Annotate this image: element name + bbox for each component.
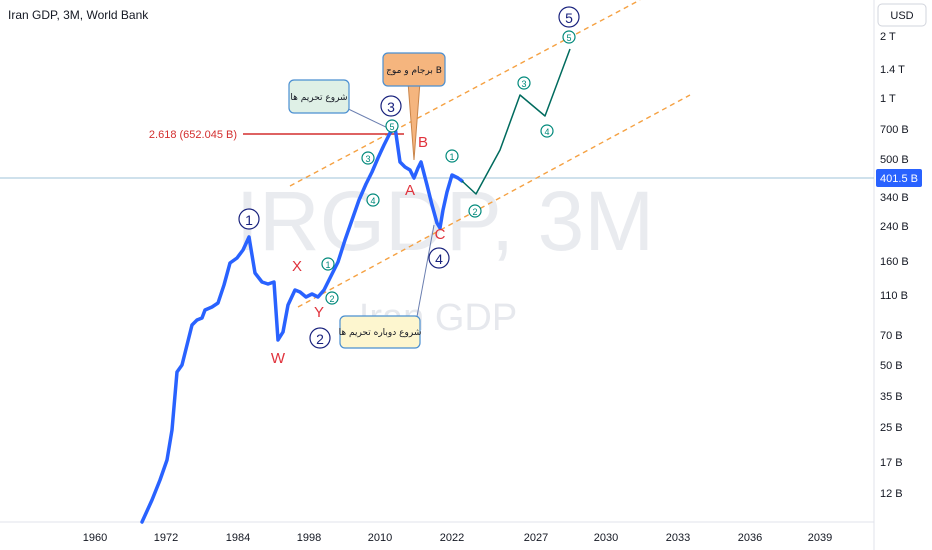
time-axis-tick: 1972 <box>154 532 178 544</box>
currency-button-label: USD <box>890 10 913 22</box>
wave-minor-5a-text: 5 <box>389 122 394 132</box>
price-axis-tick: 17 B <box>880 457 903 469</box>
price-axis-tick: 340 B <box>880 192 909 204</box>
callout-jcpoa-text: برجام و موج B <box>386 66 442 76</box>
time-axis-tick: 1984 <box>226 532 250 544</box>
last-price-value: 401.5 B <box>880 173 918 185</box>
callout-sanctions-restart[interactable]: شروع دوباره تحریم ها <box>339 315 422 349</box>
price-axis-tick: 240 B <box>880 221 909 233</box>
wave-letter-a: A <box>405 182 415 199</box>
wave-labels: 1 2 3 4 5 1 2 3 4 5 1 2 3 4 5 W X Y A B C <box>238 6 580 367</box>
wave-major-4: 4 <box>428 247 450 269</box>
wave-letter-b: B <box>418 134 428 151</box>
wave-minor-2b: 2 <box>468 204 482 218</box>
wave-minor-4a-text: 4 <box>370 196 375 206</box>
time-axis-tick: 2033 <box>666 532 690 544</box>
wave-minor-1b: 1 <box>445 149 459 163</box>
wave-major-4-text: 4 <box>435 251 443 267</box>
wave-letter-w: W <box>271 350 286 367</box>
channel-upper-line <box>289 0 641 187</box>
price-axis-tick: 70 B <box>880 330 903 342</box>
wave-minor-4a: 4 <box>366 193 380 207</box>
wave-major-2: 2 <box>309 327 331 349</box>
wave-minor-3b-text: 3 <box>521 79 526 89</box>
wave-minor-1a-text: 1 <box>325 260 330 270</box>
time-axis[interactable]: 1960 1972 1984 1998 2010 2022 2027 2030 2033 2036… <box>83 532 832 544</box>
time-axis-tick: 1960 <box>83 532 107 544</box>
time-axis-tick: 2022 <box>440 532 464 544</box>
price-axis-tick: 160 B <box>880 256 909 268</box>
time-axis-tick: 2036 <box>738 532 762 544</box>
price-axis-tick: 500 B <box>880 154 909 166</box>
time-axis-tick: 2010 <box>368 532 392 544</box>
callout-jcpoa[interactable]: برجام و موج B <box>382 52 446 87</box>
wave-minor-2a-text: 2 <box>329 294 334 304</box>
wave-major-5: 5 <box>558 6 580 28</box>
wave-major-1-text: 1 <box>245 212 253 228</box>
wave-minor-2b-text: 2 <box>472 207 477 217</box>
wave-minor-5b-text: 5 <box>566 33 571 43</box>
price-axis-tick: 1 T <box>880 93 896 105</box>
projection-line <box>461 48 571 195</box>
wave-minor-4b: 4 <box>540 124 554 138</box>
time-axis-tick: 1998 <box>297 532 321 544</box>
time-axis-tick: 2039 <box>808 532 832 544</box>
wave-letter-y: Y <box>314 304 324 321</box>
wave-minor-5a: 5 <box>385 119 399 133</box>
price-axis-tick: 35 B <box>880 391 903 403</box>
callout-pointer-resanctions <box>415 224 435 323</box>
wave-minor-3a: 3 <box>361 151 375 165</box>
callout-sanctions-restart-text: شروع دوباره تحریم ها <box>339 328 422 338</box>
price-axis-tick: 25 B <box>880 422 903 434</box>
wave-major-5-text: 5 <box>565 10 573 26</box>
wave-minor-1a: 1 <box>321 257 335 271</box>
currency-button[interactable]: USD <box>877 3 927 27</box>
price-axis-tick: 12 B <box>880 488 903 500</box>
wave-major-1: 1 <box>238 208 260 230</box>
price-axis[interactable]: 2 T 1.4 T 1 T 700 B 500 B 340 B 240 B 160 B 110 … <box>880 31 909 500</box>
wave-minor-5b: 5 <box>562 30 576 44</box>
wave-letter-x: X <box>292 258 302 275</box>
wave-major-3-text: 3 <box>387 99 395 115</box>
price-axis-tick: 110 B <box>880 290 908 302</box>
price-axis-tick: 700 B <box>880 124 909 136</box>
callout-sanctions-start[interactable]: شروع تحریم ها <box>288 79 350 114</box>
wave-letter-c: C <box>435 226 446 243</box>
fib-extension-label: 2.618 (652.045 B) <box>149 129 237 141</box>
wave-minor-1b-text: 1 <box>449 152 454 162</box>
time-axis-tick: 2027 <box>524 532 548 544</box>
price-axis-tick: 2 T <box>880 31 896 43</box>
wave-minor-3b: 3 <box>517 76 531 90</box>
wave-major-3: 3 <box>380 95 402 117</box>
time-axis-tick: 2030 <box>594 532 618 544</box>
wave-major-2-text: 2 <box>316 331 324 347</box>
channel-lower-line <box>297 94 691 308</box>
price-line <box>140 125 464 524</box>
price-axis-tick: 1.4 T <box>880 64 905 76</box>
wave-minor-2a: 2 <box>325 291 339 305</box>
last-price-badge: 401.5 B <box>876 169 922 187</box>
price-axis-tick: 50 B <box>880 360 903 372</box>
callout-sanctions-start-text: شروع تحریم ها <box>290 93 347 103</box>
wave-minor-3a-text: 3 <box>365 154 370 164</box>
chart-title: Iran GDP, 3M, World Bank <box>8 8 149 22</box>
wave-minor-4b-text: 4 <box>544 127 549 137</box>
